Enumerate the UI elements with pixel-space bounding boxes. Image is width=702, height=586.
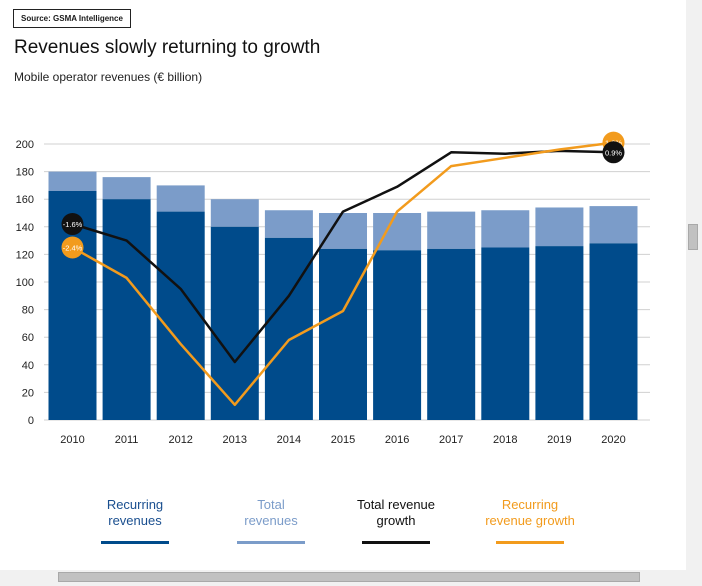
annotation-label: -2.4% xyxy=(63,244,83,253)
legend-recurring-revenue-growth: Recurring revenue growth xyxy=(465,497,595,544)
legend-swatch xyxy=(101,541,169,544)
legend-recurring-revenues: Recurring revenues xyxy=(70,497,200,544)
legend-label: Recurring revenues xyxy=(70,497,200,531)
source-label: Source: GSMA Intelligence xyxy=(13,9,131,28)
y-tick-label: 100 xyxy=(16,277,34,289)
annotation-label: -1.6% xyxy=(63,220,83,229)
x-tick-label: 2017 xyxy=(439,434,463,446)
legend-label-line: revenues xyxy=(244,513,298,528)
legend-label: Recurring revenue growth xyxy=(465,497,595,531)
annotation-badge xyxy=(602,141,625,164)
x-tick-label: 2010 xyxy=(60,434,84,446)
bar-total-revenues xyxy=(156,185,205,212)
legend-label-line: Total revenue xyxy=(356,497,436,512)
bar-recurring-revenues xyxy=(481,247,530,420)
y-tick-label: 160 xyxy=(16,194,34,206)
bar-total-revenues xyxy=(210,199,259,227)
revenue-chart: 0 20 40 60 80 100 120 140 160 180 200 2010 2011 2012 2… xyxy=(16,131,650,446)
x-tick-label: 2011 xyxy=(115,434,139,446)
chart-title: Revenues slowly returning to growth xyxy=(14,37,321,58)
bar-recurring-revenues xyxy=(589,243,638,420)
y-tick-label: 20 xyxy=(22,387,34,399)
bar-recurring-revenues xyxy=(319,248,367,420)
y-tick-label: 80 xyxy=(22,305,34,317)
bar-total-revenues xyxy=(102,177,151,200)
annotation-badge xyxy=(61,236,84,259)
legend-swatch xyxy=(496,541,564,544)
x-tick-label: 2016 xyxy=(385,434,409,446)
bar-total-revenues xyxy=(373,213,422,251)
bar-total-revenues xyxy=(319,213,367,249)
annotation-label: 0.9% xyxy=(605,148,622,157)
vertical-scrollbar-thumb[interactable] xyxy=(688,224,698,250)
y-tick-label: 140 xyxy=(16,222,34,234)
report-page: Source: GSMA Intelligence Revenues slowl… xyxy=(13,9,650,544)
line-total-revenue-growth xyxy=(71,149,615,364)
legend-label-line: revenue growth xyxy=(485,513,575,528)
bar-total-revenues xyxy=(589,206,638,244)
legend-label-line: Total xyxy=(257,497,285,512)
bar-recurring-revenues xyxy=(156,211,205,420)
x-tick-label: 2019 xyxy=(547,434,571,446)
y-tick-label: 0 xyxy=(28,415,34,427)
bar-total-revenues xyxy=(264,210,313,238)
legend-label: Total revenues xyxy=(206,497,336,531)
y-tick-label: 40 xyxy=(22,360,34,372)
bar-recurring-revenues xyxy=(264,237,313,420)
bar-total-revenues xyxy=(48,171,97,191)
x-tick-label: 2015 xyxy=(331,434,355,446)
x-tick-label: 2014 xyxy=(277,434,301,446)
annotation-badge xyxy=(61,213,84,236)
legend-total-revenues: Total revenues xyxy=(206,497,336,544)
vertical-scrollbar[interactable] xyxy=(686,0,702,586)
y-tick-label: 120 xyxy=(16,249,34,261)
bar-recurring-revenues xyxy=(102,199,151,420)
line-recurring-revenue-growth xyxy=(71,141,615,407)
x-tick-label: 2018 xyxy=(493,434,517,446)
legend-swatch xyxy=(362,541,430,544)
legend-label-line: revenues xyxy=(108,513,162,528)
legend-swatch xyxy=(237,541,305,544)
bar-total-revenues xyxy=(427,211,476,249)
bar-recurring-revenues xyxy=(427,248,476,420)
y-tick-label: 60 xyxy=(22,332,34,344)
x-tick-label: 2012 xyxy=(168,434,192,446)
bar-total-revenues xyxy=(481,210,530,248)
bar-recurring-revenues xyxy=(373,250,422,420)
legend-label-line: growth xyxy=(376,513,416,528)
legend-label-line: Recurring xyxy=(501,497,559,512)
y-tick-label: 180 xyxy=(16,167,34,179)
x-tick-label: 2013 xyxy=(223,434,247,446)
legend-total-revenue-growth: Total revenue growth xyxy=(331,497,461,544)
bar-recurring-revenues xyxy=(535,246,584,420)
horizontal-scrollbar-thumb[interactable] xyxy=(58,572,640,582)
bar-recurring-revenues xyxy=(210,226,259,420)
bar-total-revenues xyxy=(535,207,584,247)
legend-label-line: Recurring xyxy=(106,497,164,512)
y-tick-label: 200 xyxy=(16,139,34,151)
chart-subtitle: Mobile operator revenues (€ billion) xyxy=(14,70,203,84)
x-tick-label: 2020 xyxy=(601,434,625,446)
legend-label: Total revenue growth xyxy=(331,497,461,531)
